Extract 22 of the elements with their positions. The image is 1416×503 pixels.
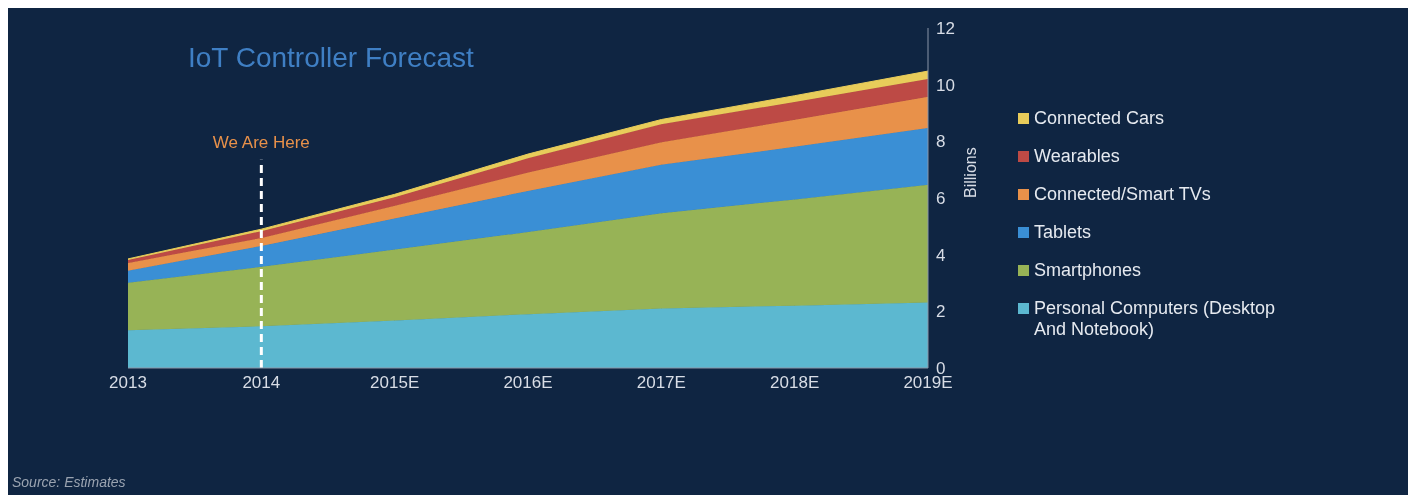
legend-label: Connected Cars (1034, 108, 1165, 129)
y-tick-label: 10 (936, 75, 955, 95)
legend-label: Personal Computers (Desktop And Notebook) (1034, 298, 1277, 340)
y-tick-label: 4 (936, 245, 946, 265)
y-axis-title: Billions (961, 147, 979, 198)
x-tick-label: 2013 (109, 373, 147, 393)
x-tick-label: 2018E (770, 373, 820, 393)
y-tick-label: 2 (936, 302, 946, 322)
x-tick-label: 2017E (636, 373, 686, 393)
legend-label: Connected/Smart TVs (1034, 184, 1211, 205)
legend-label: Smartphones (1034, 260, 1142, 281)
text: IoT Controller Forecast (188, 42, 474, 74)
x-tick-label: 2015E (370, 373, 420, 393)
legend-label: Tablets (1034, 222, 1092, 243)
x-tick-label: 2016E (503, 373, 553, 393)
legend-label: Wearables (1034, 146, 1120, 167)
x-tick-label: 2014 (242, 373, 281, 393)
source-note: Source: Estimates (12, 474, 126, 490)
ref-line-label: We Are Here (212, 132, 310, 152)
y-tick-label: 8 (936, 132, 946, 152)
y-tick-label: 12 (936, 19, 955, 39)
y-tick-label: 6 (936, 189, 946, 209)
